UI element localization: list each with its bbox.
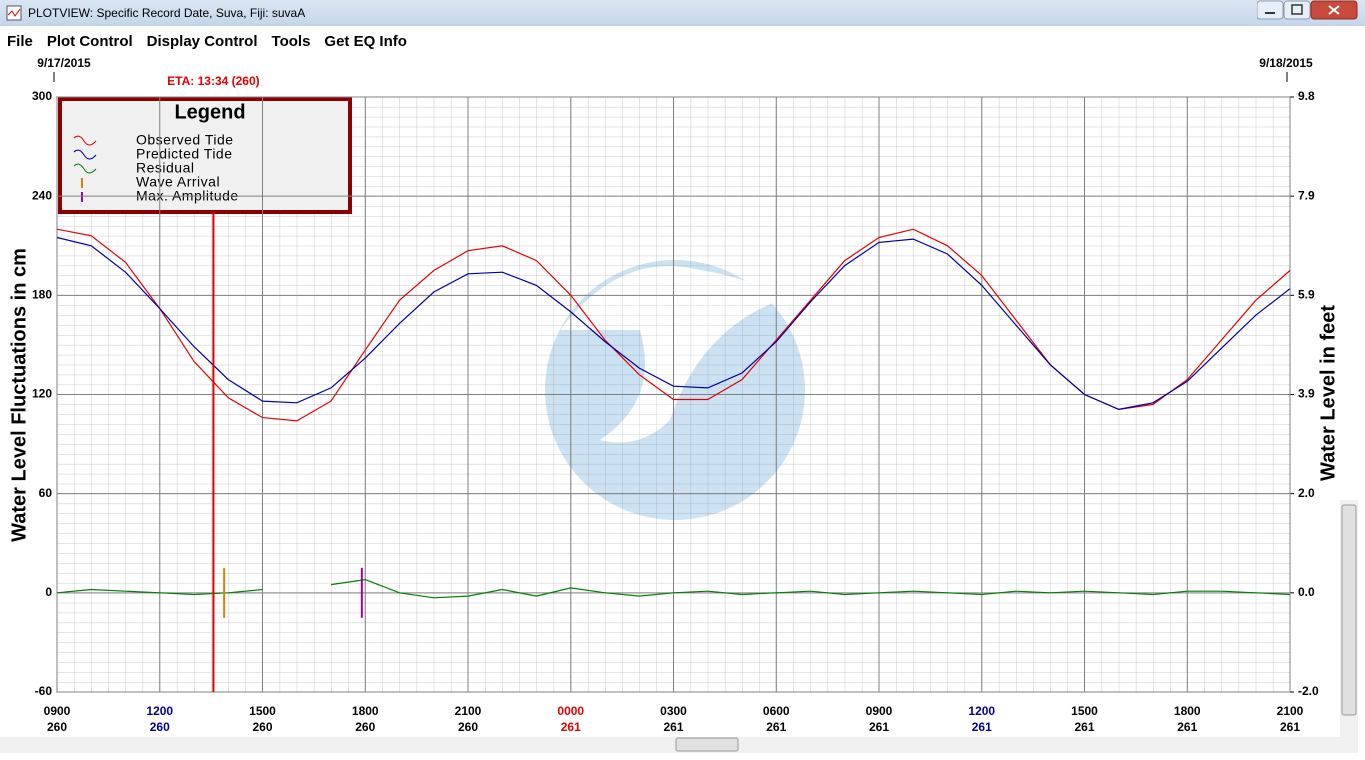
window-buttons [1257,0,1358,20]
menu-bar: File Plot Control Display Control Tools … [0,30,414,54]
y2-tick-label: 3.9 [1298,387,1315,401]
x-tick-day: 261 [561,720,581,734]
x-tick-day: 261 [869,720,889,734]
x-tick-label: 2100 [1277,704,1304,718]
y2-tick-label: -2.0 [1298,684,1319,698]
legend-symbol [73,135,97,146]
series-line [56,236,1291,411]
series-line [56,578,1291,599]
legend-box [58,97,352,214]
x-tick-day: 261 [1177,720,1197,734]
x-tick-label: 1200 [968,704,995,718]
legend-label: Wave Arrival [136,174,220,190]
x-tick-label: 1500 [249,704,276,718]
y-tick-label: 240 [32,188,52,202]
date-label: 9/17/2015 [37,56,91,70]
minimize-button[interactable] [1257,0,1284,20]
scrollbar-thumb[interactable] [1341,504,1357,716]
legend-label: Observed Tide [136,132,234,148]
legend-symbol [73,149,97,160]
legend-symbol [73,163,97,174]
y-tick-label: 120 [32,387,52,401]
horizontal-scrollbar[interactable] [0,737,1340,753]
x-tick-day: 260 [252,720,272,734]
x-tick-day: 260 [355,720,375,734]
window-title: PLOTVIEW: Specific Record Date, Suva, Fi… [28,6,306,20]
x-tick-day: 260 [150,720,170,734]
y2-tick-label: 7.9 [1298,188,1315,202]
y-tick-label: 180 [32,288,52,302]
y2-axis-title: Water Level in feet [1317,305,1339,481]
y-tick-label: 0 [45,585,52,599]
legend-label: Residual [136,160,194,176]
eta-label: ETA: 13:34 (260) [167,74,259,88]
x-tick-label: 1800 [352,704,379,718]
maximize-button[interactable] [1283,0,1311,20]
x-tick-day: 261 [663,720,683,734]
y-tick-label: -60 [35,684,53,698]
y2-tick-label: 9.8 [1298,89,1315,103]
y-axis-title: Water Level Fluctuations in cm [8,248,30,542]
x-tick-label: 1800 [1174,704,1201,718]
title-bar: PLOTVIEW: Specific Record Date, Suva, Fi… [0,0,1365,26]
x-tick-day: 261 [766,720,786,734]
scrollbar-thumb[interactable] [675,737,739,752]
x-tick-label: 1200 [146,704,173,718]
x-tick-label: 0900 [44,704,71,718]
x-tick-day: 261 [1074,720,1094,734]
date-label: 9/18/2015 [1259,56,1313,70]
x-tick-day: 261 [972,720,992,734]
app-icon [6,5,22,21]
watermark [545,260,805,520]
x-tick-label: 0600 [763,704,790,718]
y2-tick-label: 5.9 [1298,287,1315,301]
menu-item[interactable]: Display Control [146,33,258,50]
x-tick-label: 0300 [660,704,687,718]
menu-item[interactable]: Tools [271,33,311,50]
x-tick-day: 260 [458,720,478,734]
legend-title: Legend [174,101,245,123]
menu-item[interactable]: File [7,33,33,50]
y2-tick-label: 2.0 [1298,486,1315,500]
y-tick-label: 60 [39,486,53,500]
y-tick-label: 300 [32,89,52,103]
menu-item[interactable]: Get EQ Info [324,33,407,50]
x-tick-label: 0900 [866,704,893,718]
x-tick-label: 2100 [455,704,482,718]
x-tick-label: 0000 [557,704,584,718]
x-tick-day: 261 [1280,720,1300,734]
y2-tick-label: 0.0 [1298,585,1315,599]
x-tick-day: 260 [47,720,67,734]
x-tick-label: 1500 [1071,704,1098,718]
menu-item[interactable]: Plot Control [46,33,133,50]
